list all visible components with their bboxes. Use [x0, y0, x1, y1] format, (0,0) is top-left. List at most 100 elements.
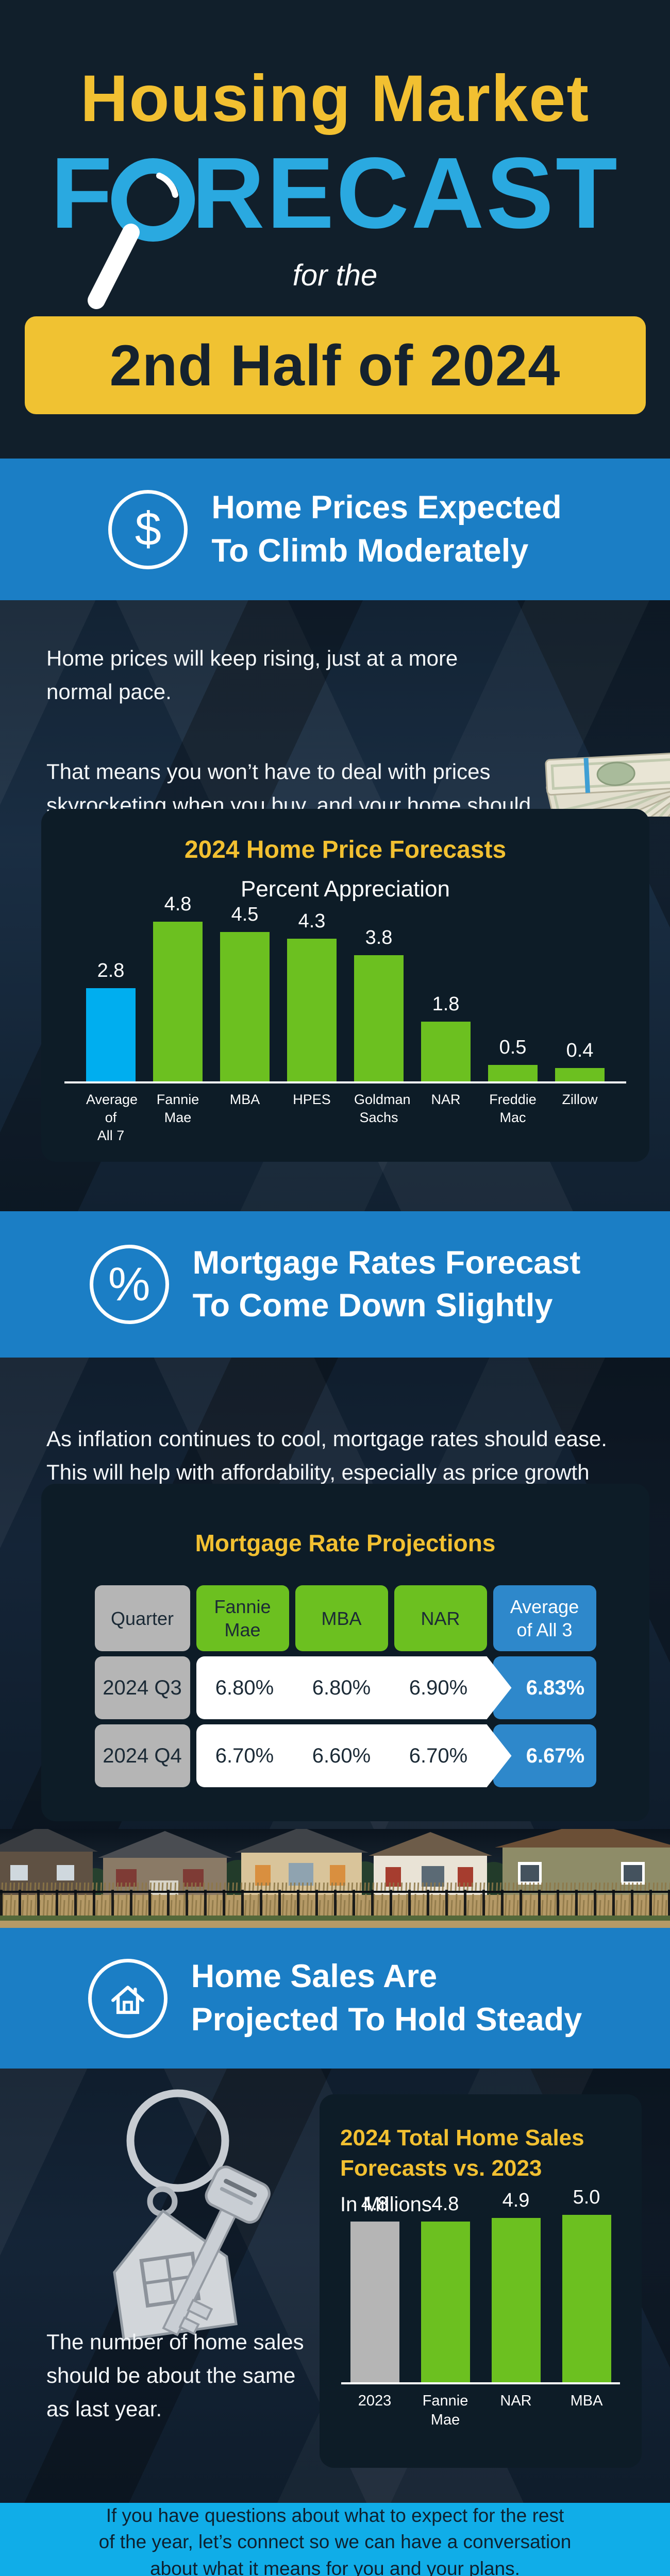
- house-keys-photo: [113, 2089, 271, 2342]
- x-label: Freddie Mac: [489, 1091, 537, 1125]
- bar: [350, 2221, 399, 2382]
- bar-value-label: 2.8: [97, 959, 125, 981]
- table-header-row: Quarter Fannie Mae MBA NAR Average of All 3: [82, 1585, 608, 1651]
- bar: [287, 938, 337, 1081]
- bar-group: 4.5: [220, 904, 270, 1081]
- bar-value-label: 4.8: [164, 893, 192, 915]
- heading-line: To Climb Moderately: [211, 532, 529, 569]
- bar-group: 0.5: [488, 1037, 538, 1081]
- x-label: 2023: [358, 2392, 392, 2409]
- heading-line: Mortgage Rates Forecast: [192, 1244, 581, 1281]
- x-axis-line: [64, 1081, 626, 1083]
- subtitle: for the: [292, 259, 378, 292]
- table-header-cell: Quarter: [94, 1585, 190, 1651]
- rate-cell: 6.70%: [409, 1744, 468, 1767]
- x-axis-line: [341, 2382, 620, 2384]
- bar: [86, 988, 136, 1081]
- home-prices-chart: 2.8 4.8 4.5 4.3 3.8 1.8 0.5 0.4 Average of All 7…: [64, 893, 626, 1145]
- magnifier-icon: [87, 143, 195, 309]
- bar-group: 5.0: [562, 2187, 611, 2382]
- cta-line: of the year, let’s connect so we can hav…: [98, 2531, 572, 2553]
- heading-line: To Come Down Slightly: [192, 1287, 553, 1324]
- table-row: 2024 Q3 6.80% 6.80% 6.90% 6.83%: [82, 1656, 608, 1719]
- cta-line: about what it means for you and your pla…: [150, 2557, 520, 2576]
- percent-glyph: %: [108, 1258, 150, 1311]
- rate-cell: 6.80%: [312, 1676, 371, 1699]
- bar: [220, 931, 270, 1081]
- rate-cell: 6.60%: [312, 1744, 371, 1767]
- bar-value-label: 3.8: [365, 926, 393, 948]
- x-label: Average of All 7: [86, 1091, 138, 1143]
- bar-value-label: 4.3: [298, 910, 326, 932]
- x-label: NAR: [431, 1091, 461, 1107]
- table-row: 2024 Q4 6.70% 6.60% 6.70% 6.67%: [82, 1724, 608, 1787]
- x-labels-row: 2023 Fannie Mae NAR MBA: [341, 2392, 620, 2430]
- price-paragraph-1: Home prices will keep rising, just at a …: [46, 646, 458, 704]
- home-prices-body: Home prices will keep rising, just at a …: [0, 600, 670, 1211]
- bar: [421, 2221, 470, 2382]
- home-price-chart-panel: 2024 Home Price Forecasts Percent Apprec…: [41, 809, 649, 1162]
- x-label: MBA: [570, 2392, 603, 2409]
- percent-icon: %: [89, 1245, 169, 1324]
- mortgage-rates-heading: Mortgage Rates Forecast To Come Down Sli…: [193, 1242, 581, 1327]
- table-title: Mortgage Rate Projections: [195, 1530, 496, 1556]
- bar: [555, 1067, 605, 1081]
- bar: [488, 1064, 538, 1081]
- x-label: Zillow: [562, 1091, 598, 1107]
- banner-box: 2nd Half of 2024: [24, 316, 646, 414]
- chart-subtitle: Percent Appreciation: [240, 876, 450, 902]
- bar-value-label: 4.9: [502, 2189, 530, 2211]
- chart-title: 2024 Total Home Sales Forecasts vs. 2023: [340, 2125, 584, 2181]
- x-label: Fannie Mae: [156, 1091, 199, 1125]
- header-section: Housing Market F RECAST for the 2nd Half…: [0, 0, 670, 459]
- bar-group: 0.4: [555, 1040, 605, 1081]
- rate-cell: 6.70%: [215, 1744, 274, 1767]
- heading-line: Home Sales Are: [191, 1958, 438, 1995]
- bar-group: 2.8: [86, 960, 136, 1081]
- bar: [153, 921, 203, 1081]
- table-header-cell: NAR: [394, 1585, 487, 1651]
- table-header-cell: MBA: [295, 1585, 388, 1651]
- x-label: HPES: [293, 1091, 331, 1107]
- home-sales-body: The number of home sales should be about…: [0, 2069, 670, 2503]
- bar-group: 4.8: [350, 2193, 399, 2382]
- forecast-title: F RECAST: [0, 137, 670, 309]
- home-sales-chart: 4.8 4.8 4.9 5.0 2023 Fannie Mae NAR MBA: [341, 2187, 620, 2430]
- bar-value-label: 4.8: [431, 2193, 459, 2215]
- bars-row: 2.8 4.8 4.5 4.3 3.8 1.8 0.5 0.4: [64, 893, 626, 1081]
- heading-line: Projected To Hold Steady: [191, 2001, 582, 2038]
- dollar-icon: $: [108, 489, 188, 569]
- bar: [421, 1021, 471, 1081]
- money-photo: [545, 752, 670, 817]
- bar-group: 4.9: [491, 2189, 541, 2382]
- bar-value-label: 1.8: [432, 993, 460, 1015]
- bar-group: 4.8: [153, 893, 203, 1081]
- banner-text: 2nd Half of 2024: [109, 333, 561, 398]
- cta-line: If you have questions about what to expe…: [106, 2505, 564, 2527]
- mortgage-rates-band: % Mortgage Rates Forecast To Come Down S…: [0, 1211, 670, 1358]
- bar: [354, 955, 404, 1081]
- rates-band: 6.80% 6.80% 6.90%: [196, 1656, 512, 1719]
- home-prices-heading: Home Prices Expected To Climb Moderately: [211, 486, 561, 572]
- rates-band: 6.70% 6.60% 6.70%: [196, 1724, 512, 1787]
- mortgage-rates-body: As inflation continues to cool, mortgage…: [0, 1358, 670, 1829]
- forecast-letter-f: F: [51, 137, 114, 249]
- mortgage-table-panel: Mortgage Rate Projections Quarter Fannie …: [41, 1484, 649, 1821]
- bar-group: 4.3: [287, 910, 337, 1081]
- table-header-cell: Average of All 3: [493, 1585, 596, 1651]
- page-title: Housing Market: [80, 62, 590, 135]
- houses-photo: [0, 1829, 670, 1928]
- home-prices-band: $ Home Prices Expected To Climb Moderate…: [0, 459, 670, 600]
- bar-group: 4.8: [421, 2193, 470, 2382]
- bar-value-label: 0.4: [566, 1039, 594, 1061]
- heading-line: Home Prices Expected: [211, 489, 562, 526]
- bar: [562, 2214, 611, 2382]
- bar-group: 3.8: [354, 927, 404, 1081]
- home-sales-chart-panel: 2024 Total Home Sales Forecasts vs. 2023…: [320, 2094, 642, 2468]
- x-label: Goldman Sachs: [354, 1091, 411, 1125]
- rate-cell: 6.80%: [215, 1676, 274, 1699]
- x-label: NAR: [500, 2392, 532, 2409]
- quarter-cell: 2024 Q3: [94, 1656, 190, 1719]
